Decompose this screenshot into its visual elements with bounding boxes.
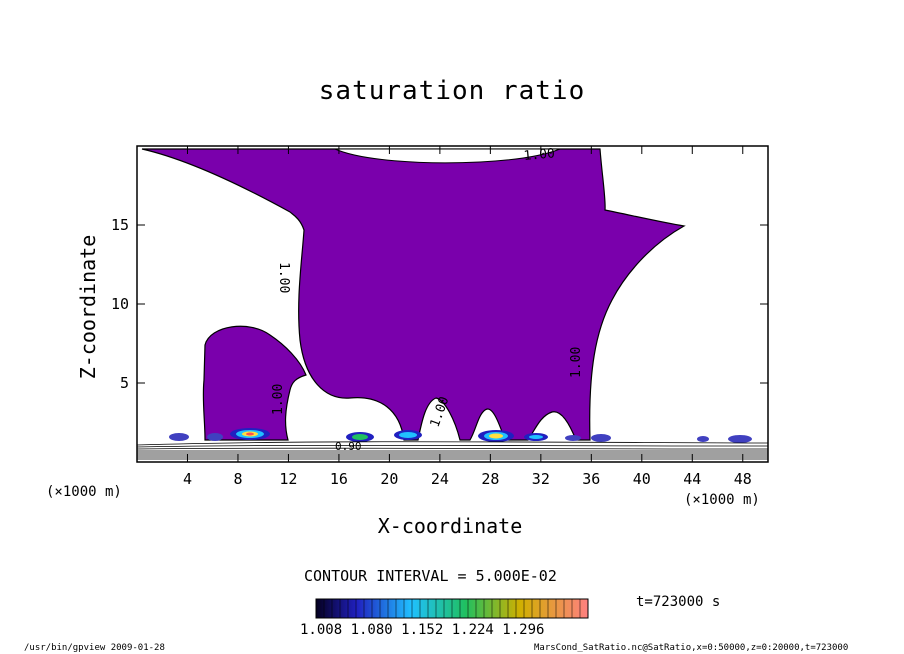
saturated-region-left — [202, 325, 307, 441]
y-axis: 5 10 15 — [111, 216, 768, 392]
contour-label: 1.00 — [271, 384, 286, 415]
surface-cells — [169, 428, 752, 443]
y-tick-label: 5 — [120, 374, 129, 392]
colorbar-labels: 1.008 1.080 1.152 1.224 1.296 — [300, 622, 545, 638]
y-tick-label: 15 — [111, 216, 129, 234]
unsaturated-pocket — [334, 148, 561, 164]
y-tick-label: 10 — [111, 295, 129, 313]
x-tick-label: 24 — [431, 470, 449, 488]
x-tick-label: 48 — [734, 470, 752, 488]
x-tick-label: 8 — [233, 470, 242, 488]
footer-right: MarsCond_SatRatio.nc@SatRatio,x=0:50000,… — [534, 643, 849, 653]
x-unit-label-left: (×1000 m) — [46, 484, 122, 500]
x-tick-label: 32 — [532, 470, 550, 488]
contour-label: 1.00 — [523, 146, 556, 164]
x-tick-label: 12 — [279, 470, 297, 488]
colorbar-bands — [323, 599, 581, 618]
x-tick-label: 28 — [481, 470, 499, 488]
contour-label: 1.00 — [569, 347, 584, 378]
contour-field — [137, 148, 768, 460]
x-unit-label-right: (×1000 m) — [684, 492, 760, 508]
x-tick-label: 40 — [633, 470, 651, 488]
x-tick-label: 16 — [330, 470, 348, 488]
contour-label: 1.00 — [276, 262, 291, 293]
x-axis-label: X-coordinate — [377, 514, 523, 538]
contour-interval: CONTOUR INTERVAL = 5.000E-02 — [304, 567, 557, 585]
saturated-region-main — [141, 148, 686, 441]
footer-left: /usr/bin/gpview 2009-01-28 — [24, 643, 165, 653]
x-axis: 4 8 12 16 20 24 28 32 36 40 44 48 — [183, 146, 752, 488]
y-axis-label: Z-coordinate — [76, 234, 100, 380]
x-tick-label: 4 — [183, 470, 192, 488]
x-tick-label: 20 — [380, 470, 398, 488]
chart-title: saturation ratio — [318, 76, 586, 106]
x-tick-label: 36 — [582, 470, 600, 488]
contour-label-surface: 0.90 — [335, 440, 362, 453]
time-label: t=723000 s — [636, 594, 721, 610]
surface-contours — [137, 441, 768, 460]
x-tick-label: 44 — [683, 470, 701, 488]
